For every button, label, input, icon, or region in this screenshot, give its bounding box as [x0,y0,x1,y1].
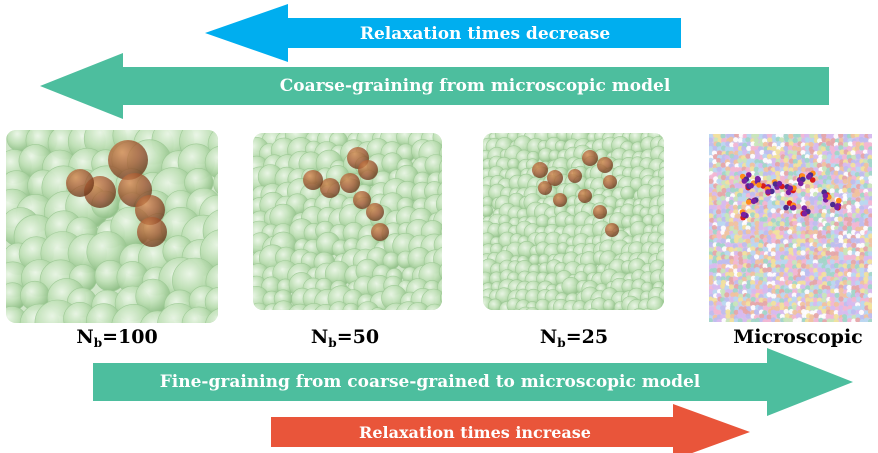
panel-nb50-image [253,133,442,310]
panel-label-nb25: Nb=25 [539,326,609,350]
bottom-red-arrow [271,404,750,453]
top-blue-arrow-label: Relaxation times decrease [359,24,611,44]
bottom-red-arrow-label: Relaxation times increase [359,423,591,442]
top-blue-arrow [205,4,681,62]
panel-label-nb100: Nb=100 [76,326,158,350]
bottom-teal-arrow-label: Fine-graining from coarse-grained to mic… [159,372,701,392]
panel-nb100-image [6,130,218,323]
panel-nb25-image [483,133,664,310]
panel-label-microscopic: Microscopic [733,326,863,348]
top-teal-arrow-label: Coarse-graining from microscopic model [279,76,671,96]
panel-label-nb50: Nb=50 [310,326,380,350]
panel-microscopic-image [709,134,872,322]
bottom-teal-arrow [93,348,853,416]
top-teal-arrow [40,53,829,119]
